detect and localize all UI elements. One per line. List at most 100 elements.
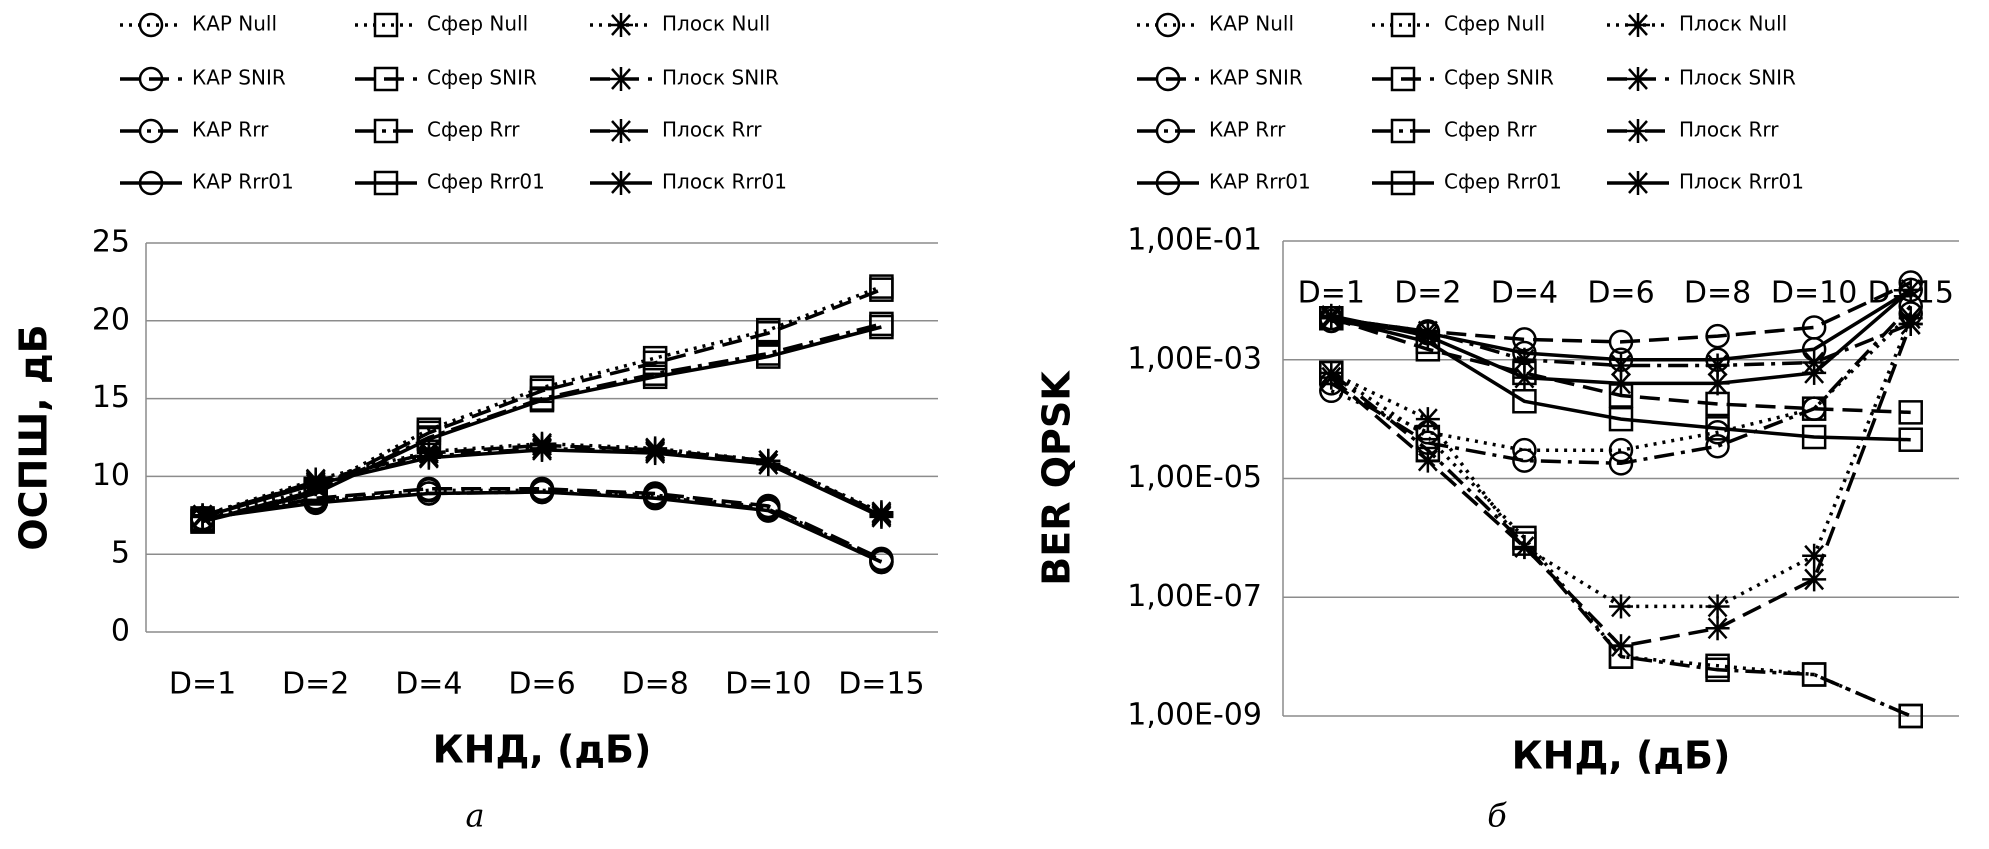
caption: а — [465, 797, 484, 835]
marker — [138, 12, 164, 38]
marker — [190, 504, 215, 529]
marker — [1608, 644, 1634, 669]
marker — [1801, 424, 1827, 450]
legend-label: Сфер Rrr — [1444, 118, 1537, 142]
marker — [1608, 406, 1634, 432]
chart: 1,00E-09 1,00E-07 1,00E-05 1,00E-03 1,00E-01… — [1035, 12, 1959, 835]
marker — [1802, 567, 1827, 592]
marker — [1155, 66, 1181, 92]
marker — [1801, 662, 1827, 687]
marker — [756, 498, 781, 523]
y-tick-label: 15 — [92, 380, 130, 415]
x-tick-label: D=2 — [1394, 276, 1461, 311]
marker — [1608, 437, 1634, 463]
y-tick-label: 1,00E-09 — [1127, 698, 1262, 733]
marker — [1705, 371, 1730, 396]
marker — [1415, 324, 1440, 349]
marker — [756, 451, 781, 476]
legend-label: КАР Rrr01 — [192, 170, 294, 194]
marker — [138, 170, 164, 196]
marker — [1512, 437, 1537, 463]
legend-label: Плоск Rrr01 — [1679, 170, 1804, 194]
x-tick-label: D=4 — [395, 667, 462, 702]
marker — [1705, 657, 1730, 683]
x-tick-label: D=6 — [508, 667, 575, 702]
marker — [1512, 389, 1537, 414]
marker — [1155, 118, 1181, 144]
y-tick-label: 1,00E-01 — [1127, 223, 1262, 258]
chart: 0 5 10 15 20 25 D=1 D=2 D=4 D=6 D=8 D=10 D=15 ОСПШ, д… — [12, 12, 938, 835]
marker — [1512, 531, 1537, 556]
marker — [869, 504, 894, 529]
legend-label: КАР Null — [1209, 12, 1294, 36]
legend-label: Сфер SNIR — [427, 66, 537, 90]
y-axis-title: ОСПШ, дБ — [12, 324, 56, 550]
legend-label: Плоск Null — [1679, 12, 1787, 36]
y-tick-label: 0 — [111, 614, 130, 649]
marker — [1705, 594, 1730, 619]
marker — [416, 481, 442, 506]
x-tick-label: D=4 — [1491, 276, 1558, 311]
caption: б — [1487, 797, 1507, 835]
legend-label: Плоск Rrr — [1679, 118, 1779, 142]
marker — [1626, 67, 1650, 91]
legend-label: КАР SNIR — [192, 66, 286, 90]
marker — [869, 277, 894, 302]
series-line — [1330, 304, 1912, 466]
marker — [1802, 360, 1827, 385]
marker — [756, 344, 781, 369]
marker — [1705, 416, 1730, 441]
marker — [1415, 407, 1440, 432]
marker — [869, 314, 894, 340]
marker — [1705, 347, 1730, 372]
legend-label: КАР Rrr — [192, 118, 269, 142]
y-tick-label: 1,00E-03 — [1127, 341, 1262, 376]
legend-label: Плоск Rrr01 — [662, 170, 787, 194]
marker — [1801, 396, 1827, 421]
y-tick-label: 1,00E-07 — [1127, 579, 1262, 614]
marker — [1626, 171, 1650, 195]
legend-label: КАР Rrr — [1209, 118, 1286, 142]
marker — [643, 441, 668, 466]
legend-label: Сфер Rrr01 — [1444, 170, 1562, 194]
marker — [642, 485, 668, 511]
x-tick-label: D=10 — [1771, 276, 1857, 311]
marker — [1608, 329, 1634, 355]
series-line — [202, 487, 883, 561]
marker — [1512, 448, 1537, 473]
x-tick-label: D=8 — [621, 667, 688, 702]
marker — [1415, 437, 1441, 463]
marker — [138, 118, 164, 144]
marker — [138, 66, 164, 92]
legend-label: Плоск Null — [662, 12, 770, 36]
marker — [1898, 703, 1923, 729]
marker — [609, 119, 633, 143]
marker — [303, 472, 328, 497]
marker — [1319, 360, 1344, 386]
marker — [1390, 170, 1416, 196]
marker — [1705, 616, 1730, 641]
marker — [1705, 323, 1730, 349]
y-axis-title: BER QPSK — [1035, 370, 1079, 586]
marker — [1512, 340, 1537, 366]
marker — [1626, 13, 1650, 37]
marker — [609, 13, 633, 37]
marker — [1512, 365, 1537, 390]
legend-label: Сфер Rrr01 — [427, 170, 545, 194]
marker — [609, 67, 633, 91]
legend-label: КАР Null — [192, 12, 277, 36]
marker — [609, 171, 633, 195]
marker — [529, 479, 555, 505]
marker — [530, 437, 554, 462]
legend-label: Плоск SNIR — [1679, 66, 1796, 90]
series-line — [1330, 371, 1912, 718]
y-tick-label: 1,00E-05 — [1127, 460, 1262, 495]
legend-label: КАР Rrr01 — [1209, 170, 1311, 194]
marker — [1801, 337, 1827, 362]
y-tick-label: 20 — [92, 302, 130, 337]
marker — [529, 387, 555, 413]
legend-label: Плоск Rrr — [662, 118, 762, 142]
y-tick-label: 25 — [92, 225, 130, 260]
marker — [416, 445, 441, 470]
